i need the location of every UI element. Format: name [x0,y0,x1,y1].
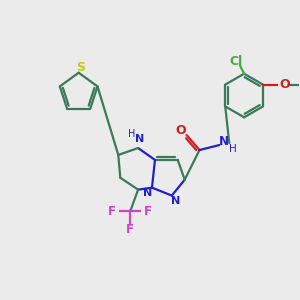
Text: N: N [143,188,153,198]
Text: F: F [144,205,152,218]
Text: Cl: Cl [230,55,243,68]
Text: O: O [280,78,290,91]
Text: F: F [108,205,116,218]
Text: H: H [128,129,136,139]
Text: S: S [76,61,85,74]
Text: H: H [229,144,237,154]
Text: N: N [171,196,180,206]
Text: N: N [219,135,229,148]
Text: N: N [136,134,145,144]
Text: O: O [176,124,186,137]
Text: F: F [126,223,134,236]
